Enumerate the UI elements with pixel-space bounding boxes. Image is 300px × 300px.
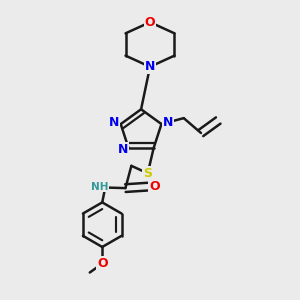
Text: O: O — [97, 257, 108, 270]
Text: N: N — [109, 116, 119, 129]
Text: NH: NH — [91, 182, 109, 192]
Text: N: N — [145, 60, 155, 73]
Text: N: N — [118, 143, 128, 156]
Text: O: O — [149, 180, 160, 193]
Text: N: N — [163, 116, 173, 129]
Text: S: S — [143, 167, 152, 180]
Text: O: O — [145, 16, 155, 29]
